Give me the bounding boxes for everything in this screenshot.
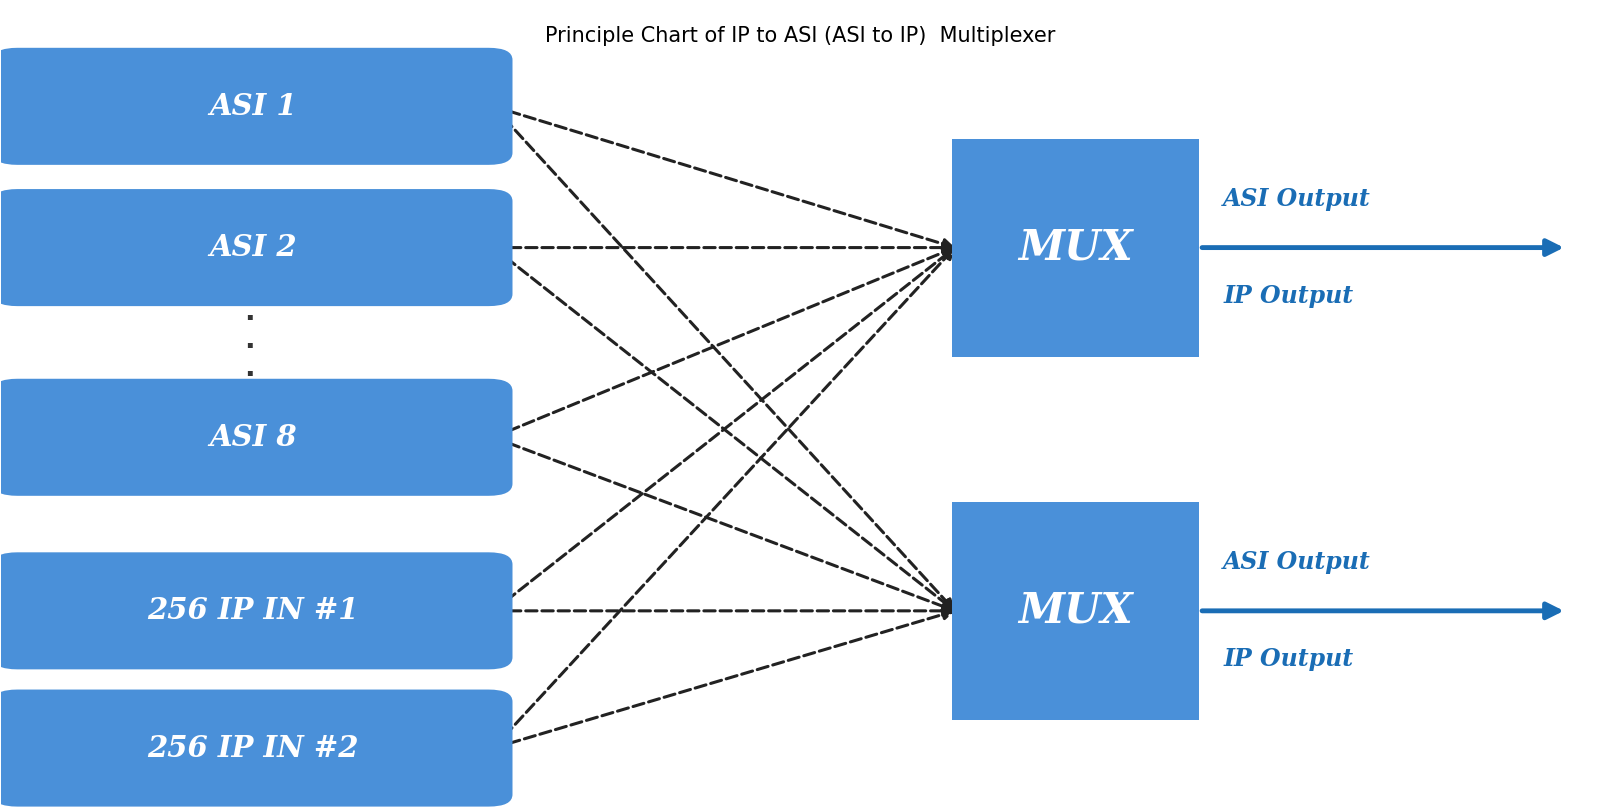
FancyBboxPatch shape — [0, 48, 512, 165]
Text: IP Output: IP Output — [1224, 284, 1354, 308]
Text: .
.
.: . . . — [243, 298, 254, 382]
FancyBboxPatch shape — [952, 139, 1200, 356]
Text: ASI Output: ASI Output — [1224, 187, 1371, 211]
Text: MUX: MUX — [1018, 227, 1133, 269]
Text: ASI 1: ASI 1 — [210, 92, 296, 121]
Text: IP Output: IP Output — [1224, 647, 1354, 671]
FancyBboxPatch shape — [0, 379, 512, 496]
Text: MUX: MUX — [1018, 590, 1133, 632]
Text: Principle Chart of IP to ASI (ASI to IP)  Multiplexer: Principle Chart of IP to ASI (ASI to IP)… — [546, 26, 1054, 45]
FancyBboxPatch shape — [952, 502, 1200, 720]
Text: ASI 2: ASI 2 — [210, 233, 296, 262]
Text: 256 IP IN #1: 256 IP IN #1 — [147, 596, 358, 625]
FancyBboxPatch shape — [0, 552, 512, 669]
FancyBboxPatch shape — [0, 689, 512, 807]
Text: ASI Output: ASI Output — [1224, 551, 1371, 574]
Text: 256 IP IN #2: 256 IP IN #2 — [147, 734, 358, 762]
FancyBboxPatch shape — [0, 189, 512, 306]
Text: ASI 8: ASI 8 — [210, 423, 296, 452]
